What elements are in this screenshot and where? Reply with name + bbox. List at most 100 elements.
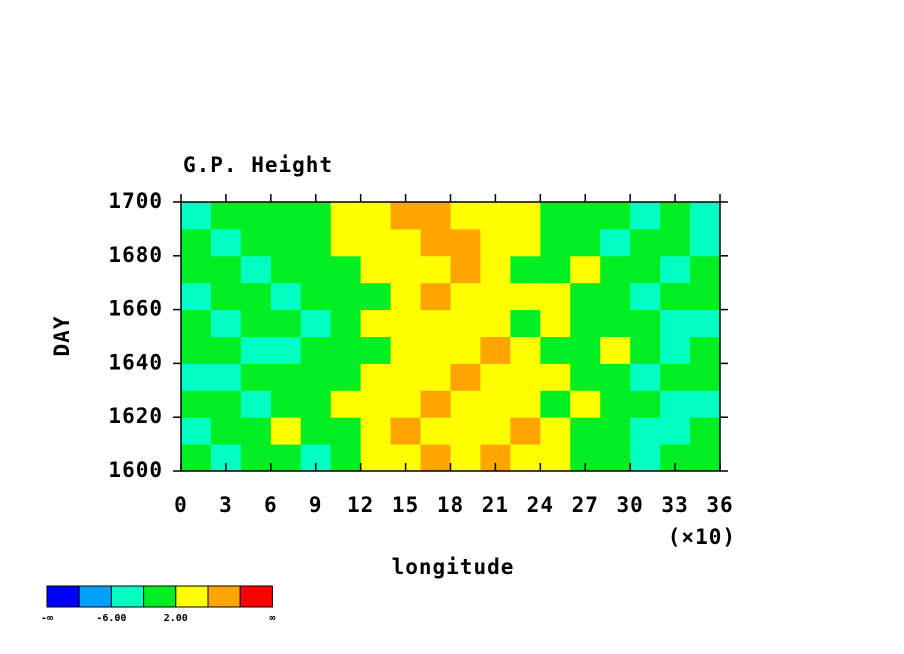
heat-cell bbox=[240, 202, 272, 230]
heat-cell bbox=[420, 309, 451, 337]
heat-cell bbox=[240, 390, 272, 418]
heat-cell bbox=[270, 417, 302, 445]
heat-cell bbox=[450, 309, 481, 337]
heat-cell bbox=[480, 282, 511, 311]
heat-cell bbox=[240, 309, 272, 337]
heat-cell bbox=[600, 282, 631, 311]
y-tick-label: 1660 bbox=[108, 297, 163, 321]
heat-cell bbox=[270, 336, 302, 364]
heat-cell bbox=[600, 255, 631, 284]
heat-cell bbox=[630, 336, 661, 364]
heat-cell bbox=[420, 282, 451, 311]
heat-cell bbox=[690, 282, 721, 311]
heat-cell bbox=[510, 282, 541, 311]
heat-cell bbox=[181, 309, 212, 337]
heat-cell bbox=[300, 390, 332, 418]
heat-cell bbox=[270, 309, 302, 337]
x-tick-label: 24 bbox=[527, 493, 554, 517]
x-tick-label: 9 bbox=[309, 493, 323, 517]
heat-cell bbox=[270, 202, 302, 230]
heat-cell bbox=[540, 417, 571, 445]
heat-cell bbox=[570, 417, 601, 445]
heat-cell bbox=[600, 390, 631, 418]
heat-cell bbox=[570, 363, 601, 391]
heat-cell bbox=[570, 336, 601, 364]
heat-cell bbox=[660, 202, 691, 230]
y-tick-label: 1640 bbox=[108, 350, 163, 374]
heat-cell bbox=[690, 228, 721, 257]
heat-cell bbox=[360, 255, 392, 284]
heat-cell bbox=[390, 309, 422, 337]
colorbar-label: -6.00 bbox=[96, 613, 126, 624]
colorbar-box bbox=[143, 585, 177, 608]
heat-cell bbox=[540, 282, 571, 311]
heat-cell bbox=[360, 282, 392, 311]
heat-cell bbox=[630, 282, 661, 311]
heat-cell bbox=[510, 444, 541, 472]
x-tick-label: 18 bbox=[437, 493, 464, 517]
x-tick-label: 30 bbox=[617, 493, 644, 517]
heat-cell bbox=[540, 309, 571, 337]
x-tick-label: 6 bbox=[264, 493, 278, 517]
heat-cell bbox=[270, 444, 302, 472]
heat-cell bbox=[480, 309, 511, 337]
heat-cell bbox=[300, 363, 332, 391]
heat-cell bbox=[690, 444, 721, 472]
heat-cell bbox=[690, 336, 721, 364]
heat-cell bbox=[660, 282, 691, 311]
heat-cell bbox=[660, 417, 691, 445]
colorbar-box bbox=[46, 585, 80, 608]
heat-cell bbox=[420, 255, 451, 284]
heat-cell bbox=[450, 282, 481, 311]
heat-cell bbox=[420, 202, 451, 230]
heat-cell bbox=[600, 228, 631, 257]
heat-cell bbox=[270, 228, 302, 257]
heat-cell bbox=[540, 255, 571, 284]
heat-cell bbox=[270, 363, 302, 391]
x-tick-label: 36 bbox=[706, 493, 733, 517]
heat-cell bbox=[480, 390, 511, 418]
heat-cell bbox=[600, 202, 631, 230]
heat-cell bbox=[600, 336, 631, 364]
heat-cell bbox=[690, 309, 721, 337]
heat-cell bbox=[360, 390, 392, 418]
heat-cell bbox=[390, 228, 422, 257]
heat-cell bbox=[480, 417, 511, 445]
heat-cell bbox=[330, 390, 362, 418]
heat-cell bbox=[210, 336, 242, 364]
heat-cell bbox=[660, 336, 691, 364]
heat-cell bbox=[450, 255, 481, 284]
heat-cell bbox=[480, 255, 511, 284]
heat-cell bbox=[420, 336, 451, 364]
heat-cell bbox=[450, 202, 481, 230]
heat-cell bbox=[510, 309, 541, 337]
heat-cell bbox=[510, 255, 541, 284]
heat-cell bbox=[240, 444, 272, 472]
heat-cell bbox=[300, 228, 332, 257]
heat-cell bbox=[210, 255, 242, 284]
y-tick-label: 1700 bbox=[108, 189, 163, 213]
heat-cell bbox=[390, 417, 422, 445]
colorbar-label: ∞ bbox=[269, 613, 275, 624]
colorbar-box bbox=[239, 585, 273, 608]
heat-cell bbox=[330, 202, 362, 230]
heat-cell bbox=[300, 282, 332, 311]
heat-cell bbox=[420, 390, 451, 418]
heat-cell bbox=[181, 390, 212, 418]
heat-cell bbox=[360, 309, 392, 337]
colorbar-box bbox=[175, 585, 209, 608]
heat-cell bbox=[420, 444, 451, 472]
colorbar-label: 2.00 bbox=[164, 613, 188, 624]
y-tick-label: 1600 bbox=[108, 458, 163, 482]
heat-cell bbox=[690, 390, 721, 418]
y-tick-label: 1620 bbox=[108, 404, 163, 428]
colorbar-label: -∞ bbox=[41, 613, 53, 624]
heat-cell bbox=[690, 202, 721, 230]
heat-cell bbox=[570, 255, 601, 284]
heat-cell bbox=[510, 390, 541, 418]
heat-cell bbox=[660, 363, 691, 391]
heat-cell bbox=[660, 390, 691, 418]
heat-cell bbox=[181, 336, 212, 364]
heat-cell bbox=[240, 282, 272, 311]
